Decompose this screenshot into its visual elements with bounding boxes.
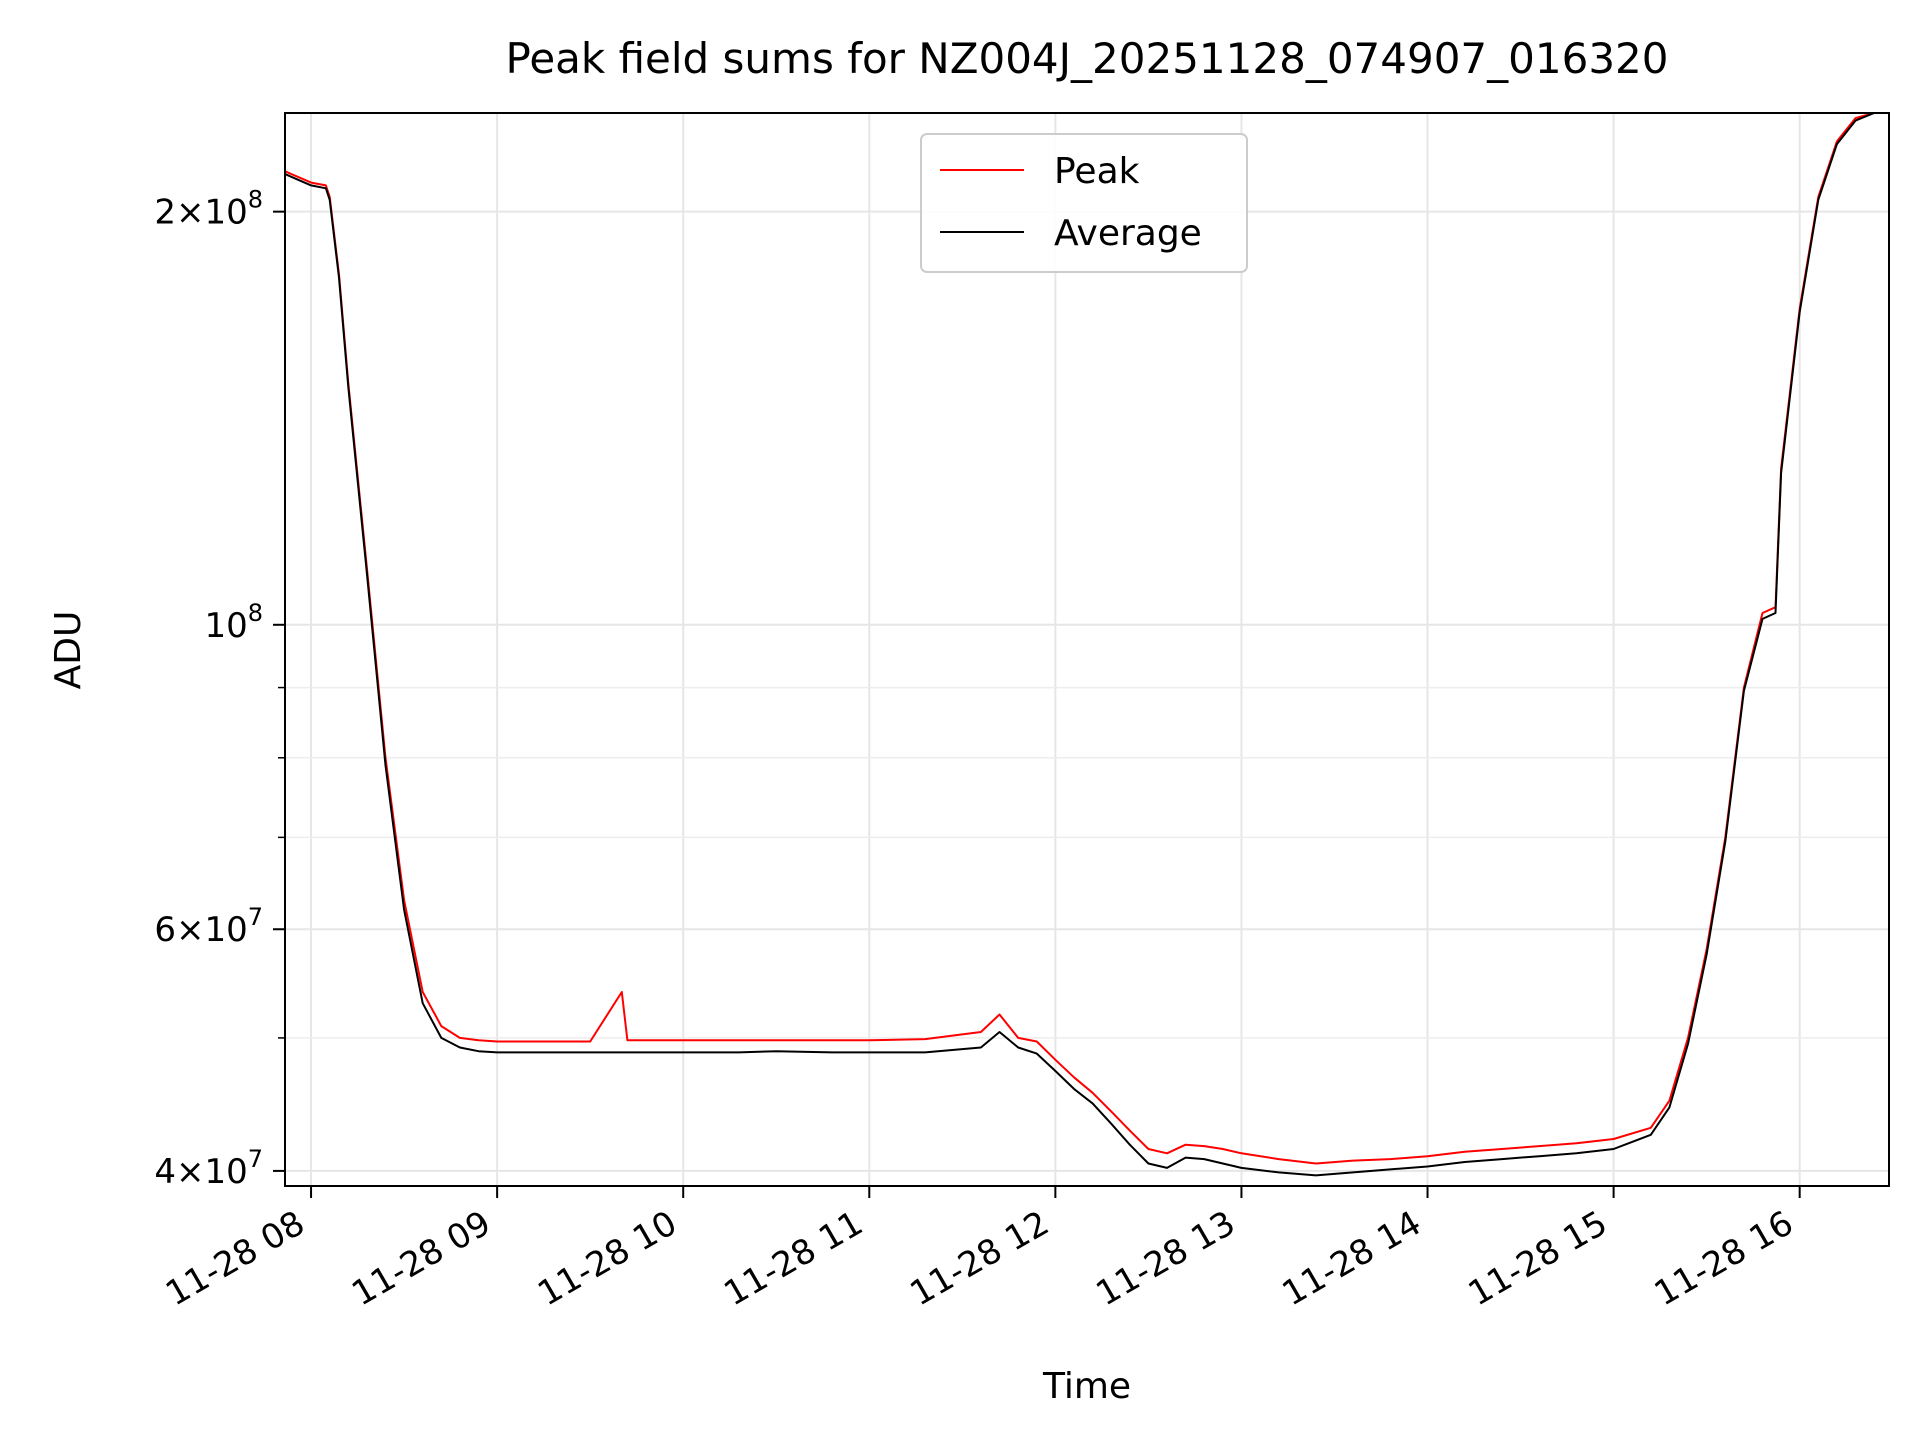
chart-title: Peak field sums for NZ004J_20251128_0749…: [506, 34, 1669, 83]
plot-frame: [284, 112, 1890, 1187]
y-tick-label-0: 4×107: [154, 1145, 263, 1192]
x-axis-label: Time: [1042, 1366, 1131, 1407]
y-axis: 4×107 6×107 108 2×108: [154, 186, 285, 1192]
y-tick-label-3: 2×108: [154, 186, 263, 233]
legend-box: [920, 133, 1248, 273]
grid-layer: [285, 113, 1889, 1186]
legend-average-label: Average: [1054, 213, 1202, 254]
series-line-average: [284, 112, 1889, 1177]
plot-area: [284, 112, 1890, 1187]
legend: Peak Average: [920, 133, 1248, 273]
legend-peak-label: Peak: [1054, 151, 1140, 192]
plot-background: [285, 113, 1889, 1186]
y-tick-label-1: 6×107: [154, 903, 263, 950]
y-axis-label: ADU: [48, 611, 89, 690]
y-tick-label-2: 108: [204, 599, 263, 646]
series-layer: [284, 112, 1889, 1177]
